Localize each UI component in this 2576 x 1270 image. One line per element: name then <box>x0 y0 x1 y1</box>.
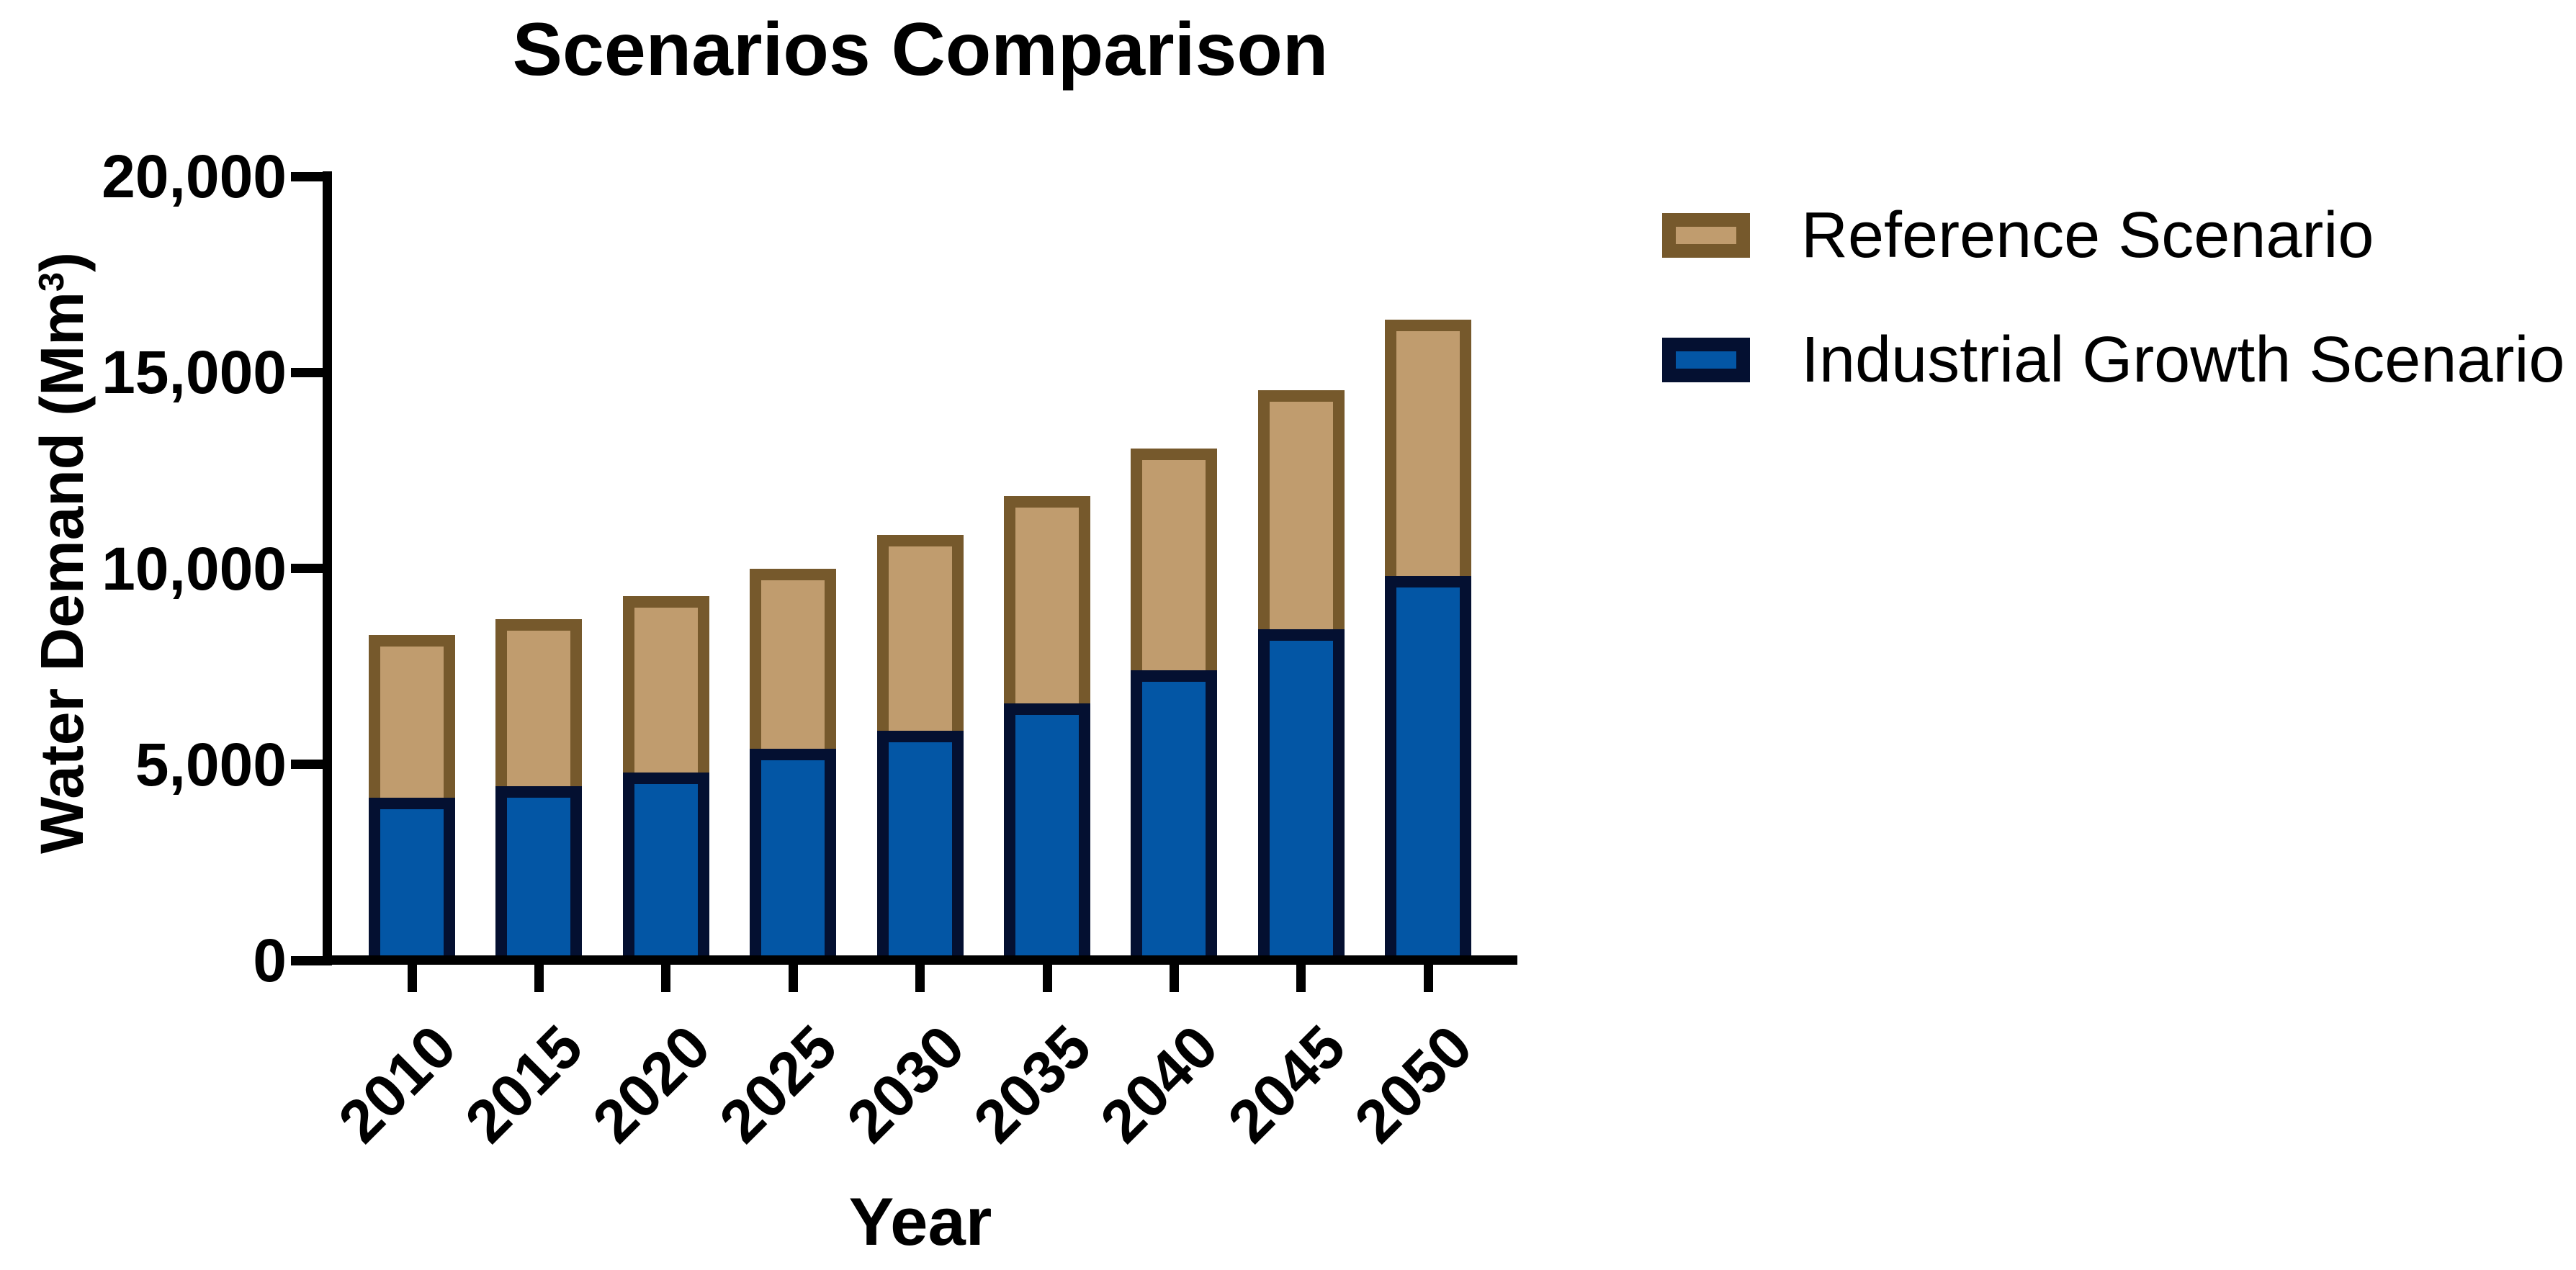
reference-scenario-swatch-icon <box>1662 213 1750 258</box>
legend-label-reference: Reference Scenario <box>1801 199 2374 271</box>
y-tick-mark-5000 <box>291 760 332 769</box>
x-axis-line <box>323 955 1517 965</box>
x-tick-mark-2010 <box>408 960 417 992</box>
industrial-bar-2010 <box>369 798 455 960</box>
industrial-bar-2020 <box>623 773 709 960</box>
x-tick-mark-2040 <box>1170 960 1179 992</box>
legend-row-reference: Reference Scenario <box>1662 203 2565 268</box>
industrial-bar-2015 <box>495 786 582 960</box>
y-tick-mark-20000 <box>291 172 332 181</box>
y-tick-mark-0 <box>291 956 332 965</box>
industrial-growth-scenario-swatch-icon <box>1662 338 1750 382</box>
legend-label-industrial: Industrial Growth Scenario <box>1801 324 2565 396</box>
chart-title: Scenarios Comparison <box>512 8 1329 91</box>
y-tick-label-0: 0 <box>253 927 287 994</box>
industrial-bar-2030 <box>877 731 964 960</box>
industrial-bar-2040 <box>1131 670 1217 960</box>
x-tick-mark-2045 <box>1296 960 1306 992</box>
x-tick-mark-2050 <box>1424 960 1433 992</box>
y-tick-mark-15000 <box>291 368 332 377</box>
y-axis-title-superscript: 3 <box>32 271 72 292</box>
x-tick-mark-2035 <box>1043 960 1052 992</box>
x-tick-mark-2015 <box>534 960 544 992</box>
industrial-bar-2035 <box>1004 703 1090 960</box>
y-tick-mark-10000 <box>291 564 332 573</box>
x-tick-mark-2020 <box>661 960 670 992</box>
y-tick-label-5000: 5,000 <box>135 731 287 798</box>
y-tick-label-10000: 10,000 <box>102 535 287 603</box>
x-axis-title: Year <box>848 1184 992 1259</box>
legend-row-industrial: Industrial Growth Scenario <box>1662 328 2565 392</box>
legend: Reference Scenario Industrial Growth Sce… <box>1662 203 2565 452</box>
industrial-bar-2045 <box>1258 629 1345 960</box>
industrial-bar-2050 <box>1385 576 1471 960</box>
x-tick-mark-2030 <box>915 960 925 992</box>
y-axis-title-close: ) <box>28 251 96 272</box>
y-tick-label-20000: 20,000 <box>102 143 287 210</box>
x-tick-mark-2025 <box>789 960 798 992</box>
industrial-bar-2025 <box>750 749 836 960</box>
y-tick-label-15000: 15,000 <box>102 338 287 406</box>
